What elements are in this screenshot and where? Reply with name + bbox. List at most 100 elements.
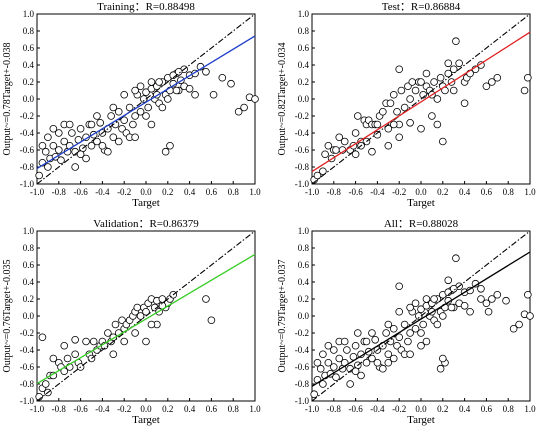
data-point [411, 324, 420, 333]
data-point [209, 90, 218, 99]
identity-line [311, 230, 531, 402]
y-tick-label: -0.8 [295, 379, 310, 389]
y-tick-label: -0.2 [295, 111, 309, 121]
x-tick-label: 0.6 [481, 404, 493, 414]
data-point [136, 107, 145, 116]
x-tick-label: 0.0 [415, 404, 427, 414]
x-tick-label: 0.6 [206, 187, 218, 197]
data-point [395, 333, 403, 342]
data-point [120, 90, 128, 99]
data-point [49, 141, 58, 150]
data-point [114, 137, 123, 146]
fit-line [311, 31, 531, 173]
y-tick-label: 0.6 [23, 43, 35, 53]
data-point [493, 73, 502, 82]
data-point [346, 380, 354, 388]
y-tick-label: 0.4 [23, 277, 35, 287]
data-point [488, 295, 496, 303]
data-point [147, 78, 156, 86]
y-tick-label: -0.2 [20, 111, 34, 121]
data-point [444, 276, 453, 285]
data-point [131, 329, 139, 337]
data-point [136, 82, 145, 91]
data-point [422, 69, 431, 78]
data-point [493, 290, 502, 299]
data-point [436, 73, 445, 82]
x-tick-label: 0.6 [481, 187, 493, 197]
y-tick-label: 0.4 [23, 60, 35, 70]
data-point [433, 120, 442, 129]
data-point [129, 120, 137, 129]
data-point [324, 341, 333, 350]
data-point [452, 37, 460, 45]
data-point [76, 124, 85, 133]
data-point [109, 103, 118, 112]
x-tick-label: -0.6 [348, 404, 363, 414]
data-point [455, 59, 463, 68]
data-point [60, 137, 69, 146]
data-point [142, 112, 150, 120]
x-tick-label: 1.0 [249, 187, 261, 197]
data-point [395, 133, 403, 142]
data-point [449, 65, 458, 74]
data-point [384, 141, 393, 150]
y-tick-label: -1.0 [20, 179, 35, 189]
x-tick-label: -0.4 [95, 187, 110, 197]
data-point [131, 133, 139, 142]
data-point [41, 147, 50, 156]
data-point [509, 324, 518, 333]
data-point [400, 320, 409, 329]
y-tick-label: 0.8 [298, 26, 310, 36]
x-tick-label: -0.2 [392, 404, 406, 414]
data-point [417, 305, 425, 313]
identity-line [36, 230, 256, 402]
data-point [449, 86, 458, 95]
x-tick-label: 0.4 [459, 187, 471, 197]
data-point [404, 337, 412, 346]
fit-line [36, 35, 256, 170]
x-tick-label: -1.0 [30, 187, 45, 197]
data-point [417, 78, 425, 86]
x-tick-label: 1.0 [249, 404, 261, 414]
data-point [44, 163, 52, 171]
data-points [35, 290, 216, 401]
data-point [386, 99, 395, 108]
data-point [524, 290, 532, 299]
data-point [362, 337, 371, 346]
test-panel: Test：R=0.86884 Target Output~=0.82Target+-… [275, 0, 550, 217]
data-point [44, 133, 52, 142]
x-tick-label: 0.6 [206, 404, 218, 414]
data-point [520, 86, 529, 95]
data-point [104, 147, 112, 156]
y-tick-label: 1.0 [23, 226, 35, 236]
y-tick-label: 0.4 [298, 277, 310, 287]
y-tick-label: -0.6 [295, 362, 310, 372]
scatter-plot: -1.0 -0.8 -0.6 -0.4 -0.2 0.0 0.2 0.4 0.6 0.8 1.0 -1… [295, 226, 536, 414]
data-point [482, 299, 491, 308]
x-tick-label: -0.6 [73, 187, 88, 197]
data-point [207, 316, 216, 325]
data-point [422, 337, 431, 346]
data-point [191, 90, 199, 99]
data-point [526, 312, 534, 320]
x-tick-label: 0.2 [437, 187, 448, 197]
x-tick-label: 0.8 [503, 187, 515, 197]
data-point [373, 358, 382, 367]
x-tick-label: -0.2 [117, 404, 131, 414]
chart-title: Training：R=0.88498 [97, 1, 195, 13]
y-tick-label: 0.2 [23, 294, 34, 304]
y-tick-label: -0.2 [20, 328, 34, 338]
data-point [164, 95, 172, 103]
data-point [120, 116, 128, 125]
data-point [109, 133, 118, 142]
fit-line [311, 251, 531, 387]
data-point [172, 86, 181, 95]
x-tick-label: 0.8 [228, 404, 240, 414]
data-point [335, 133, 344, 142]
data-point [93, 112, 101, 120]
data-point [71, 336, 79, 344]
data-point [373, 120, 382, 129]
data-point [353, 112, 362, 120]
y-tick-label: -0.8 [20, 379, 35, 389]
chart-title: Validation：R=0.86379 [93, 218, 199, 230]
